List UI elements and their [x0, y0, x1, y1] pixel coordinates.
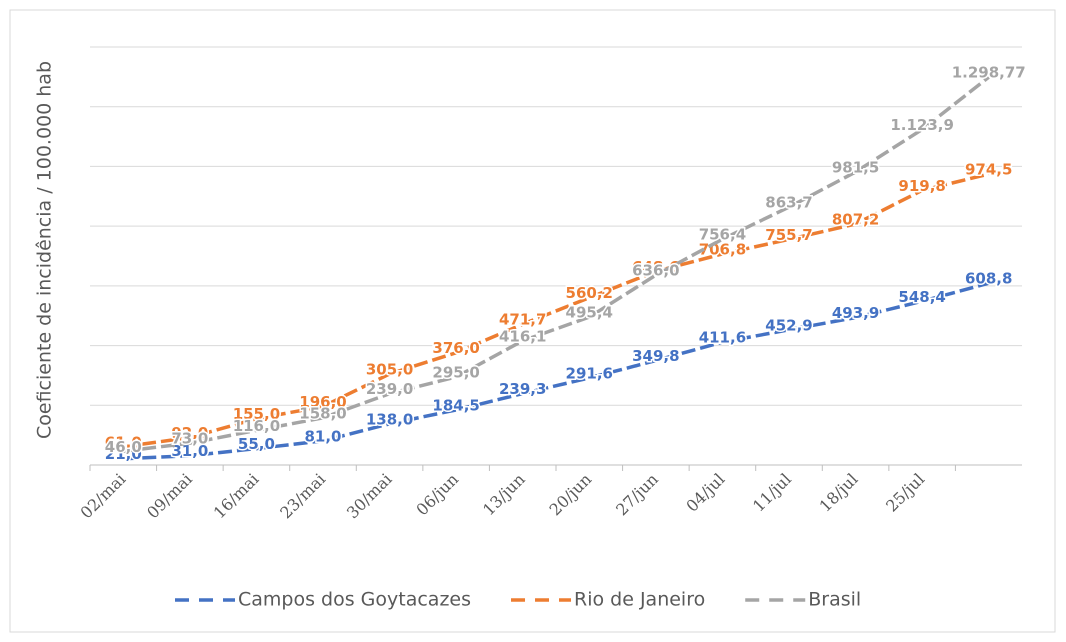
data-label: 116,0 [233, 417, 280, 435]
data-label: 291,6 [566, 364, 613, 382]
data-label: 158,0 [299, 404, 346, 422]
data-label: 495,4 [566, 304, 613, 322]
data-label: 548,4 [898, 288, 945, 306]
data-label: 349,8 [632, 347, 679, 365]
data-label: 61,0 [105, 433, 142, 451]
data-label: 608,8 [965, 270, 1012, 288]
data-label: 239,3 [499, 380, 546, 398]
data-label: 974,5 [965, 161, 1012, 179]
data-label: 919,8 [898, 177, 945, 195]
data-label: 155,0 [233, 405, 280, 423]
legend-label: Campos dos Goytacazes [238, 589, 471, 611]
data-label: 376,0 [432, 339, 479, 357]
data-label: 452,9 [765, 316, 812, 334]
data-label: 493,9 [832, 304, 879, 322]
data-label: 196,0 [299, 393, 346, 411]
data-label: 755,7 [765, 226, 812, 244]
data-label: 295,0 [432, 363, 479, 381]
series-line [123, 172, 990, 449]
data-label: 81,0 [304, 427, 341, 445]
data-label: 981,5 [832, 158, 879, 176]
series-line [123, 281, 990, 461]
data-label: 636,0 [632, 262, 679, 280]
data-label: 138,0 [366, 410, 413, 428]
legend-label: Rio de Janeiro [574, 589, 705, 611]
data-label: 55,0 [238, 435, 275, 453]
data-label: 92,0 [171, 424, 208, 442]
data-label: 756,4 [699, 226, 746, 244]
legend-label: Brasil [808, 589, 861, 611]
series-line [123, 75, 990, 454]
y-axis-title: Coeficiente de incidência / 100.000 hab [34, 61, 56, 439]
data-label: 807,2 [832, 210, 879, 228]
data-label: 416,1 [499, 327, 546, 345]
data-label: 411,6 [699, 329, 746, 347]
data-label: 31,0 [171, 442, 208, 460]
data-label: 1.298,77 [952, 64, 1026, 82]
data-label: 184,5 [432, 396, 479, 414]
data-label: 305,0 [366, 360, 413, 378]
data-label: 73,0 [171, 430, 208, 448]
data-label: 560,2 [566, 284, 613, 302]
data-label: 471,7 [499, 311, 546, 329]
data-label: 1.123,9 [890, 116, 954, 134]
data-label: 46,0 [105, 438, 142, 456]
data-label: 239,0 [366, 380, 413, 398]
data-label: 863,7 [765, 194, 812, 212]
data-label: 648,6 [632, 258, 679, 276]
